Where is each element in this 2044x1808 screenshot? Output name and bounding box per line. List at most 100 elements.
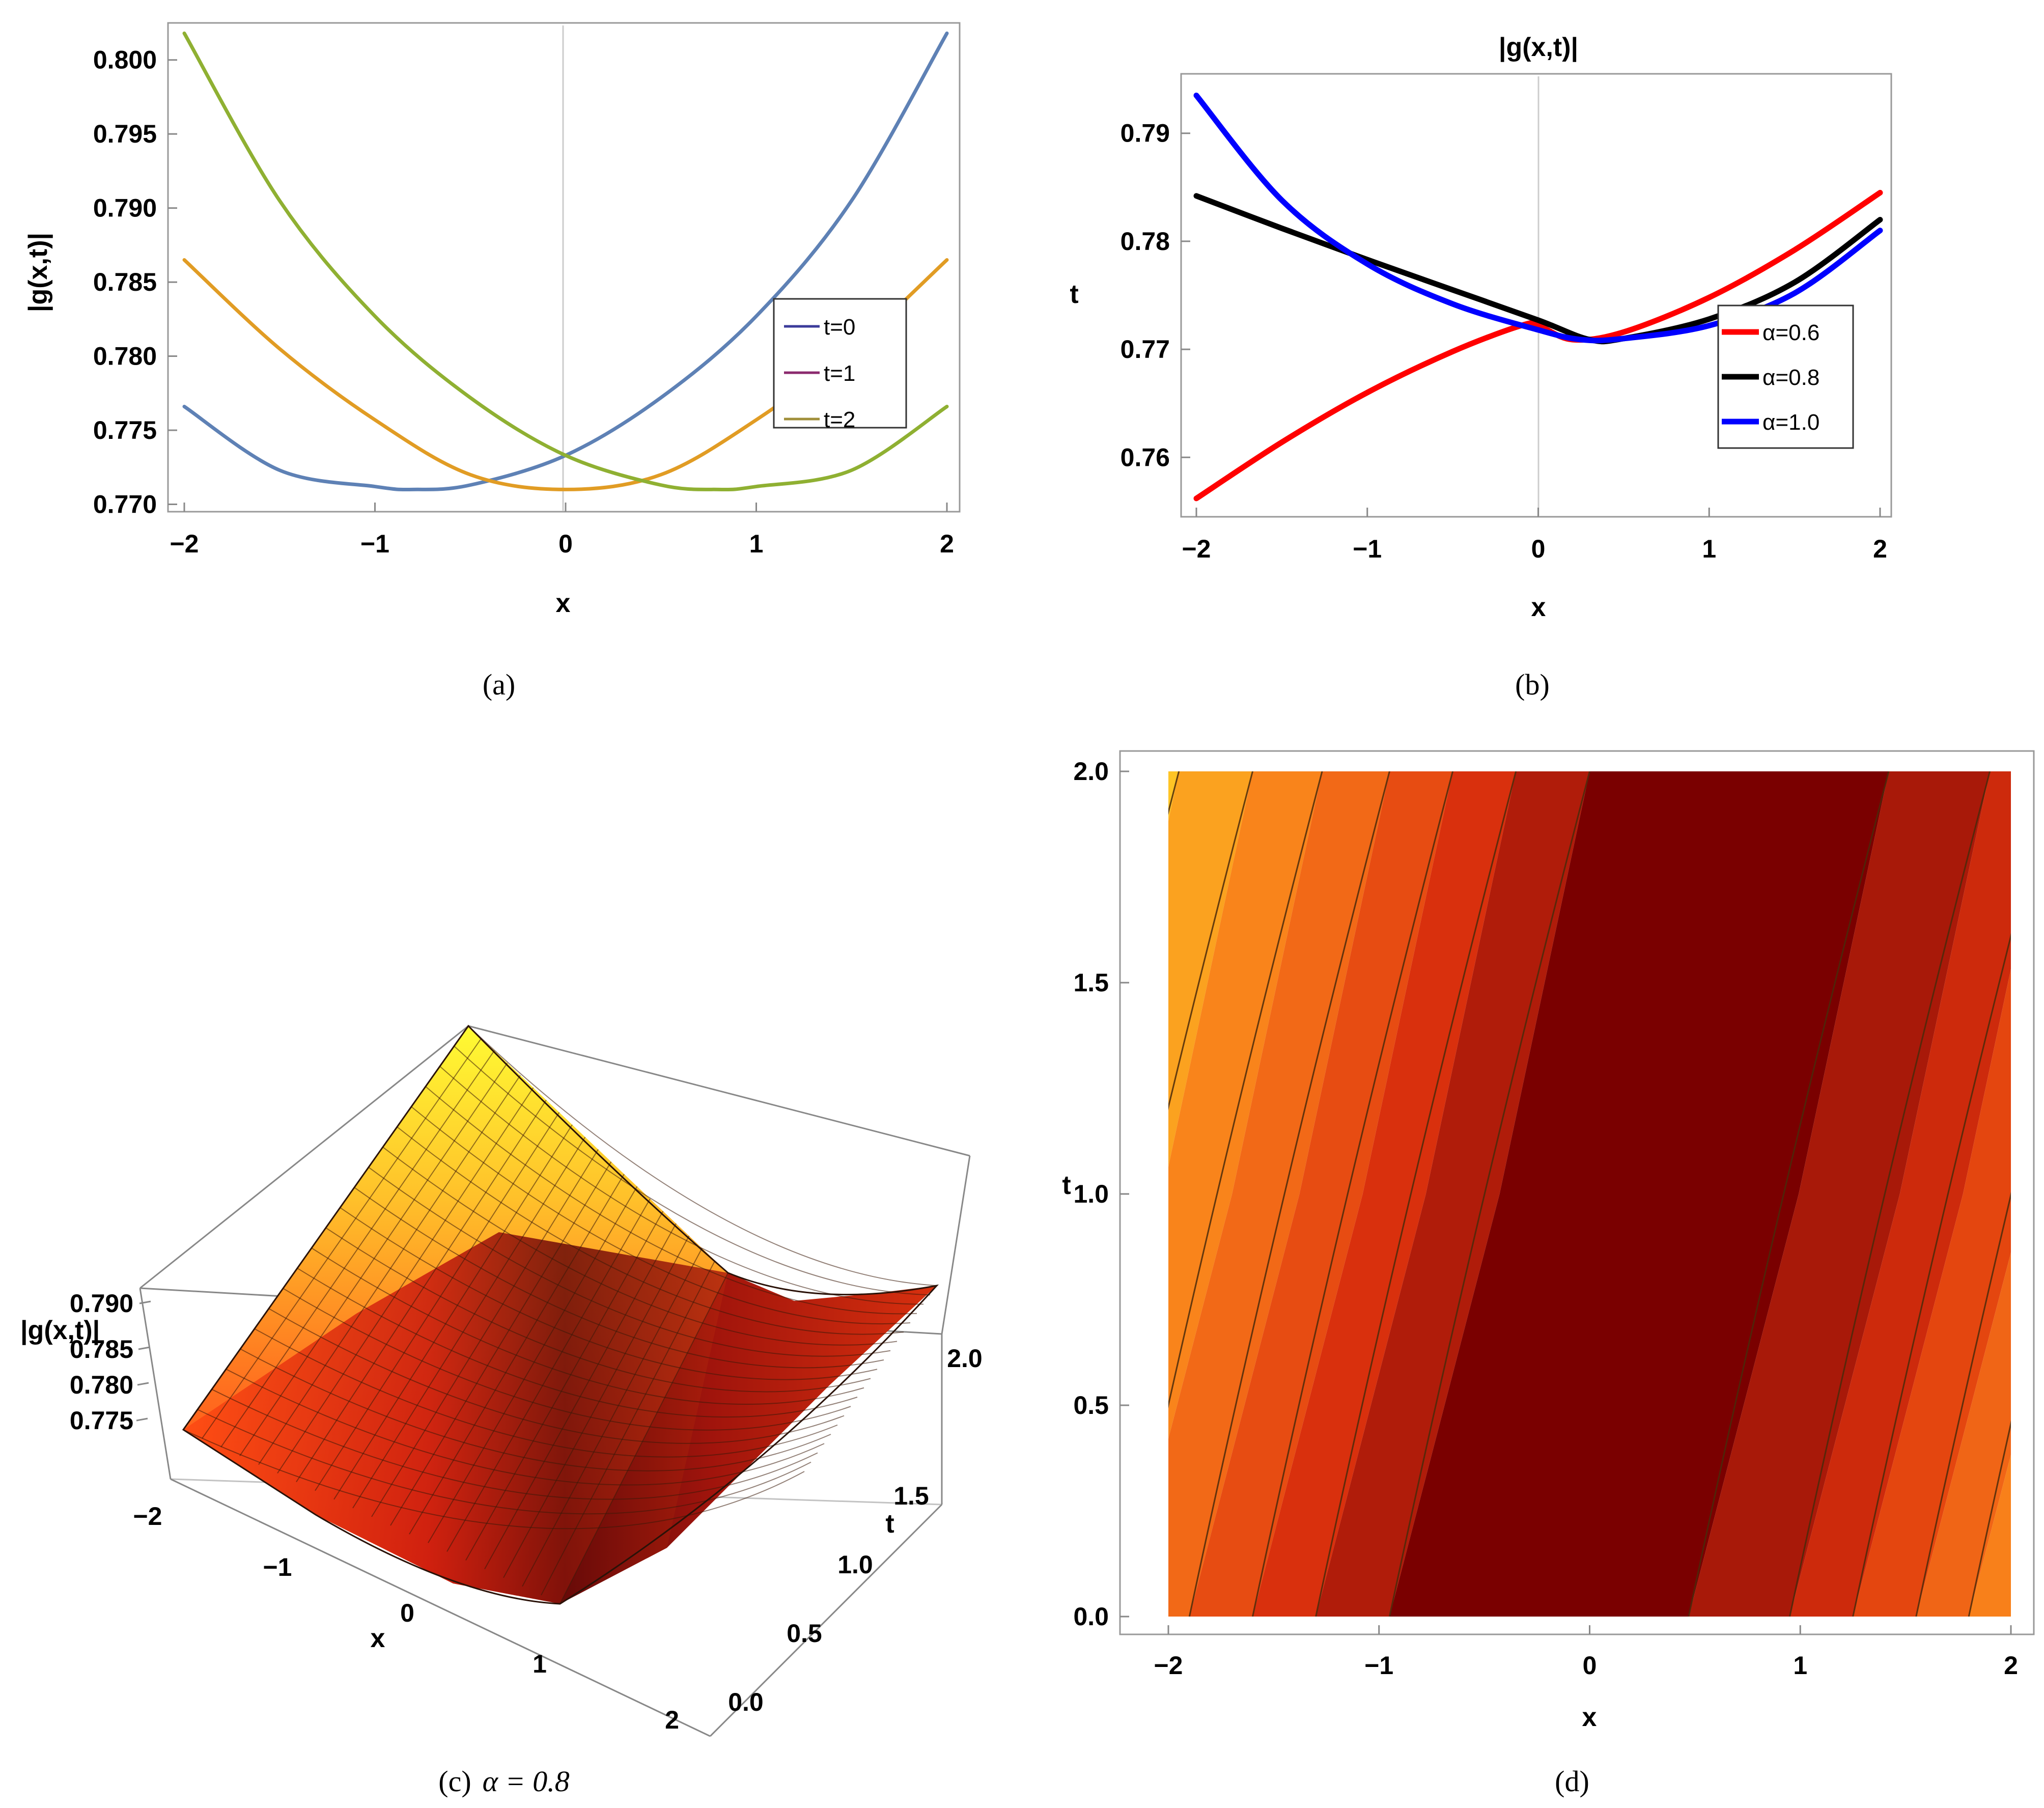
- surface-mesh-line: [197, 1409, 811, 1515]
- b-xtick-label: 1: [1702, 535, 1716, 563]
- panel-c-xtick-label: −1: [263, 1553, 292, 1581]
- panel-c-zlabel: |g(x,t)|: [20, 1316, 100, 1345]
- surface-mesh-line: [425, 1086, 917, 1315]
- panel-d-xtick-label: −2: [1154, 1651, 1183, 1680]
- panel-c-ytick-label: 0.0: [728, 1688, 764, 1716]
- surface-mesh-line: [397, 1126, 904, 1335]
- panel-c-ytick-label: 2.0: [947, 1344, 983, 1373]
- panel-b-title: |g(x,t)|: [1499, 33, 1578, 62]
- surface-mesh-line: [503, 1235, 690, 1578]
- panel-d-ytick-label: 0.0: [1073, 1602, 1109, 1631]
- panel-d-xlabel: x: [1582, 1703, 1597, 1732]
- legend-label-alpha06: α=0.6: [1762, 320, 1819, 345]
- legend-label-t2: t=2: [824, 407, 855, 432]
- contour-band: [1189, 771, 1453, 1617]
- surface-mesh-line: [220, 1050, 495, 1448]
- surface-mesh-line: [368, 1166, 891, 1357]
- surface-mesh-line: [333, 1124, 573, 1500]
- contour-band: [1389, 771, 1889, 1617]
- a-xtick-label: 1: [749, 530, 764, 558]
- a-ytick-label: 0.785: [93, 268, 157, 296]
- surface-mesh-line: [446, 1199, 651, 1552]
- surface-mesh-line: [254, 1328, 838, 1458]
- legend-label-t1: t=1: [824, 361, 855, 386]
- panel-d-ytick-label: 0.5: [1073, 1391, 1109, 1420]
- panel-a-line-chart: −2 −1 0 1 2 0.770 0.775 0.780 0.785 0.790 0.795 0.…: [23, 22, 961, 701]
- panel-c-xtick-label: 0: [400, 1599, 414, 1627]
- contour-line: [1388, 771, 1590, 1617]
- surface-mesh-line: [559, 1272, 729, 1604]
- surface-mesh-line: [352, 1136, 586, 1509]
- contour-band: [1168, 771, 1390, 1617]
- panel-b-plot-frame: [1180, 73, 1892, 518]
- panel-a-ylabel: |g(x,t)|: [23, 233, 53, 312]
- panel-b-legend: α=0.6 α=0.8 α=1.0: [1717, 304, 1854, 449]
- panel-b-caption: (b): [1515, 668, 1550, 701]
- b-series-0: [1193, 189, 1883, 502]
- panel-c-xtick-label: 2: [665, 1706, 679, 1734]
- panel-b-ylabel: t: [1070, 280, 1078, 309]
- panel-c-ytick-label: 1.0: [837, 1550, 873, 1579]
- a-ytick-label: 0.770: [93, 490, 157, 518]
- b-ytick-label: 0.78: [1121, 227, 1170, 256]
- legend-label-alpha10: α=1.0: [1762, 410, 1819, 435]
- a-ytick-label: 0.800: [93, 46, 157, 74]
- surface-mesh-line: [268, 1308, 845, 1444]
- surface-mesh-line: [340, 1207, 878, 1380]
- panel-c-ztick-label: 0.785: [70, 1335, 133, 1364]
- b-ytick-label: 0.79: [1121, 119, 1170, 148]
- a-ytick-label: 0.795: [93, 120, 157, 148]
- panel-c-xlabel: x: [371, 1624, 385, 1653]
- contour-line: [1252, 771, 1454, 1617]
- panel-d-ytick-label: 1.5: [1073, 968, 1109, 997]
- b-xtick-label: −1: [1353, 535, 1382, 563]
- panel-a-xlabel: x: [556, 589, 571, 618]
- panel-d-caption: (d): [1555, 1765, 1589, 1798]
- contour-band: [1688, 771, 1990, 1617]
- surface-mesh-line: [296, 1099, 547, 1483]
- panel-c-ztick-label: 0.790: [70, 1289, 133, 1318]
- surface-mesh-line: [354, 1187, 884, 1369]
- contour-line: [1789, 771, 1991, 1617]
- panel-a-plot-frame: [167, 22, 961, 513]
- panel-c-ztick-label: 0.775: [70, 1406, 133, 1435]
- surface-mesh-line: [325, 1227, 871, 1393]
- contour-line: [1688, 771, 1890, 1617]
- a-ytick-label: 0.775: [93, 416, 157, 444]
- panel-c-xtick-label: 1: [533, 1650, 547, 1678]
- contour-line: [1852, 933, 2011, 1617]
- panel-b-line-chart: |g(x,t)| −2 −1 0 1 2 0.76 0.77 0.78 0.79 α=0.6 …: [1070, 33, 1892, 701]
- panel-d-plot-frame: [1119, 750, 2035, 1635]
- surface-mesh-line: [311, 1247, 864, 1405]
- surface-mesh-line: [522, 1248, 703, 1587]
- panel-c-surface: [182, 1024, 939, 1605]
- contour-line: [1915, 1191, 2011, 1617]
- contour-band: [1168, 771, 1323, 1439]
- panel-c-surface-plot: 0.775 0.780 0.785 0.790 −2 −1 0 1 2 0.0 0.5 1.0 1.…: [20, 1024, 983, 1798]
- surface-mesh-line: [211, 1388, 818, 1500]
- panel-c-ylabel: t: [885, 1509, 894, 1539]
- panel-d-xtick-label: 0: [1583, 1651, 1597, 1680]
- a-ytick-label: 0.790: [93, 194, 157, 222]
- surface-mesh-line: [382, 1147, 898, 1346]
- panel-d-xtick-label: 2: [2004, 1651, 2018, 1680]
- surface-mesh-line: [297, 1267, 858, 1418]
- surface-mesh-line: [454, 1045, 931, 1296]
- a-xtick-label: 2: [940, 530, 954, 558]
- b-xtick-label: 2: [1873, 535, 1887, 563]
- surface-mesh-line: [277, 1087, 534, 1474]
- a-ytick-label: 0.780: [93, 342, 157, 371]
- legend-label-alpha08: α=0.8: [1762, 365, 1819, 390]
- b-ytick-label: 0.76: [1121, 443, 1170, 471]
- surface-mesh-line: [283, 1288, 851, 1431]
- contour-band: [1969, 1455, 2011, 1617]
- panel-c-caption: (c) α = 0.8: [438, 1765, 569, 1798]
- panel-c-xtick-label: −2: [133, 1502, 162, 1531]
- contour-band: [1916, 1253, 2011, 1617]
- panel-d-xtick-label: −1: [1364, 1651, 1393, 1680]
- a-xtick-label: −1: [360, 530, 389, 558]
- surface-mesh-line: [371, 1149, 599, 1517]
- surface-mesh-line: [428, 1186, 638, 1543]
- contour-line: [1188, 771, 1390, 1617]
- panel-c-ztick-label: 0.780: [70, 1371, 133, 1399]
